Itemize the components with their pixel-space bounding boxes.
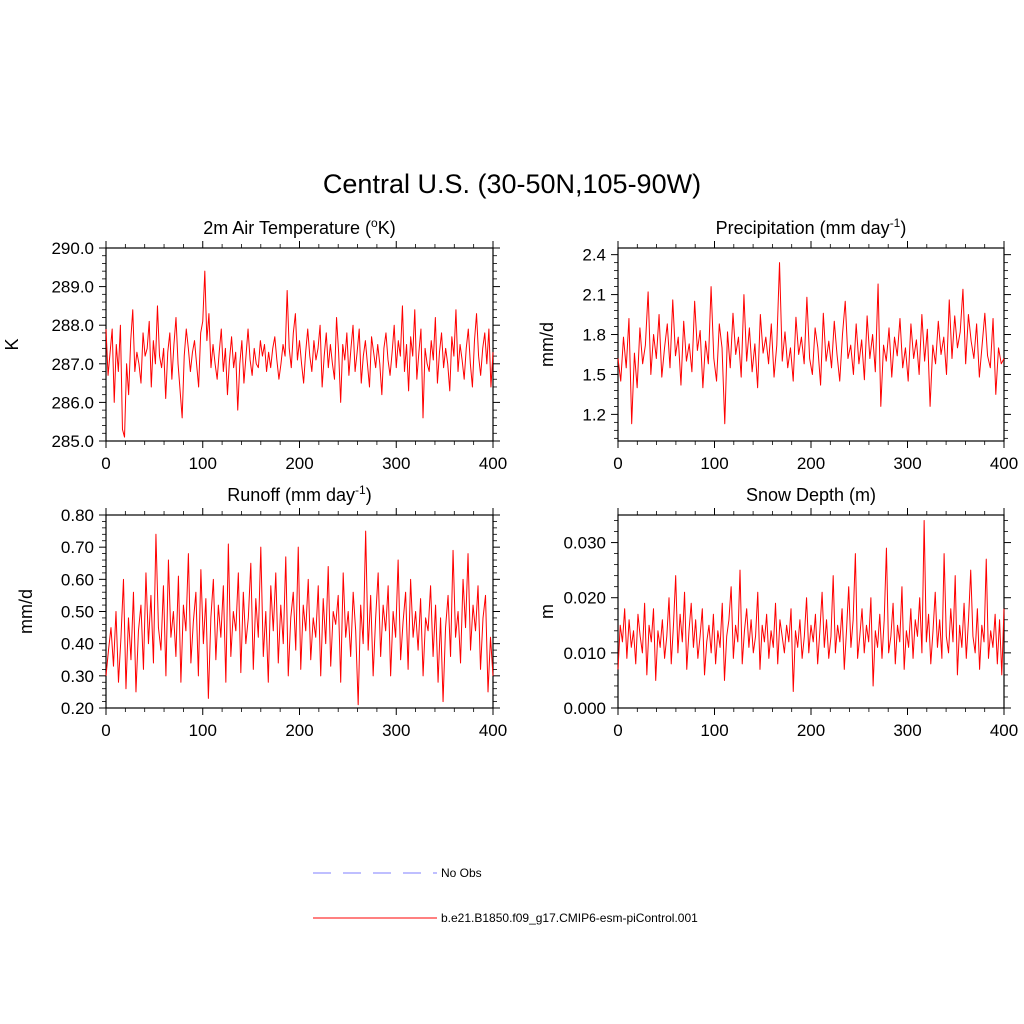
y-tick-label: 0.50 (61, 603, 94, 622)
x-tick-label: 300 (382, 454, 410, 473)
x-tick-label: 300 (382, 721, 410, 740)
y-tick-label: 2.1 (582, 286, 606, 305)
x-tick-label: 300 (893, 721, 921, 740)
x-tick-label: 0 (101, 454, 110, 473)
series-line-snowdp (617, 520, 1005, 692)
series-line-runoff (105, 530, 494, 706)
legend-model-label: b.e21.B1850.f09_g17.CMIP6-esm-piControl.… (441, 911, 698, 925)
y-tick-label: 285.0 (51, 432, 94, 451)
y-tick-label: 288.0 (51, 316, 94, 335)
y-tick-label: 2.4 (582, 246, 606, 265)
y-axis-label: m (537, 604, 557, 619)
y-tick-label: 0.60 (61, 570, 94, 589)
panel-title: Precipitation (mm day-1) (716, 216, 907, 238)
panel-snowdp: 0 100 200 300 400 0.000 0.010 0.020 0.030 m Snow D… (537, 485, 1018, 740)
x-tick-label: 200 (285, 721, 313, 740)
x-tick-label: 100 (700, 721, 728, 740)
y-tick-label: 287.0 (51, 355, 94, 374)
y-tick-label: 0.80 (61, 506, 94, 525)
panel-tas: 0 100 200 300 400 285.0 286.0 287.0 288.0 289.0 29… (2, 216, 507, 473)
y-axis-label: mm/d (537, 322, 557, 367)
panel-runoff: 0 100 200 300 400 0.20 0.30 0.40 0.50 0.60 0.70 0.8… (16, 483, 507, 740)
y-tick-label: 0.010 (563, 644, 606, 663)
y-tick-label: 1.8 (582, 326, 606, 345)
legend-no-obs-label: No Obs (441, 866, 482, 880)
y-tick-label: 290.0 (51, 239, 94, 258)
y-tick-label: 1.2 (582, 405, 606, 424)
x-tick-label: 400 (990, 454, 1018, 473)
y-tick-label: 289.0 (51, 278, 94, 297)
y-tick-label: 0.030 (563, 534, 606, 553)
x-tick-label: 0 (613, 721, 622, 740)
panels: 0 100 200 300 400 285.0 286.0 287.0 288.0 289.0 29… (2, 216, 1018, 740)
y-tick-label: 1.5 (582, 365, 606, 384)
x-tick-label: 300 (893, 454, 921, 473)
series-line-pr (617, 262, 1005, 425)
x-tick-label: 0 (613, 454, 622, 473)
panel-pr: 0 100 200 300 400 1.2 1.5 1.8 2.1 2.4 mm/d Precipit… (537, 216, 1018, 473)
y-tick-label: 0.40 (61, 635, 94, 654)
y-tick-label: 0.70 (61, 538, 94, 557)
y-tick-label: 286.0 (51, 393, 94, 412)
y-axis-label: mm/d (16, 589, 36, 634)
x-tick-label: 400 (479, 721, 507, 740)
legend: No Obs b.e21.B1850.f09_g17.CMIP6-esm-piC… (313, 866, 698, 925)
x-tick-label: 400 (990, 721, 1018, 740)
y-axis-label: K (2, 338, 22, 350)
panel-title: Runoff (mm day-1) (227, 483, 371, 505)
x-tick-label: 200 (797, 721, 825, 740)
panel-title: Snow Depth (m) (746, 485, 876, 505)
y-tick-label: 0.020 (563, 589, 606, 608)
plot-frame (617, 247, 1005, 442)
panel-title: 2m Air Temperature (oK) (203, 216, 395, 238)
y-tick-label: 0.30 (61, 667, 94, 686)
x-tick-label: 100 (189, 454, 217, 473)
x-tick-label: 200 (797, 454, 825, 473)
x-tick-label: 100 (700, 454, 728, 473)
y-tick-label: 0.000 (563, 699, 606, 718)
y-tick-label: 0.20 (61, 699, 94, 718)
figure-title: Central U.S. (30-50N,105-90W) (323, 169, 701, 199)
series-line-tas (105, 270, 494, 438)
x-tick-label: 100 (189, 721, 217, 740)
x-tick-label: 0 (101, 721, 110, 740)
x-tick-label: 200 (285, 454, 313, 473)
x-tick-label: 400 (479, 454, 507, 473)
